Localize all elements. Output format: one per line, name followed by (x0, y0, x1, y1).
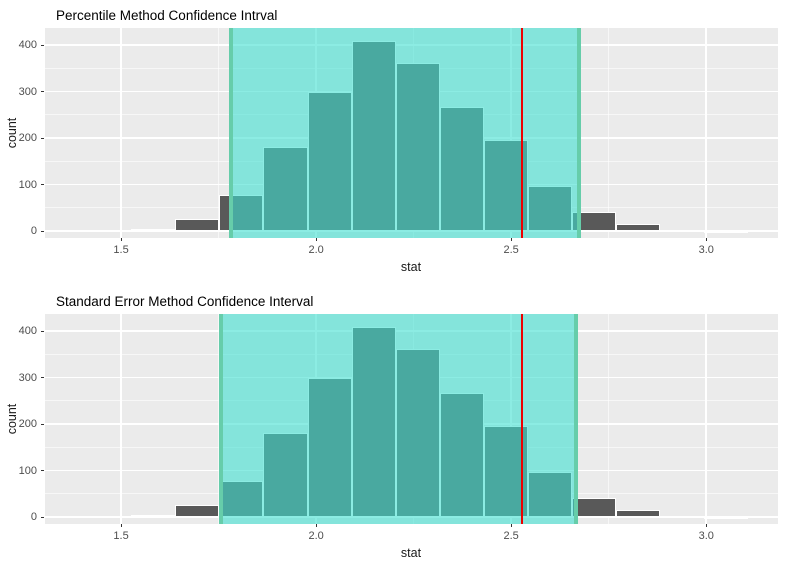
x-axis-tick-mark (315, 524, 317, 527)
y-axis-tick-mark (41, 230, 44, 232)
confidence-interval-lower-edge-line (229, 28, 234, 238)
grid-minor-vertical (608, 28, 610, 238)
plot-panel (45, 28, 778, 238)
y-axis-tick-mark (41, 44, 44, 46)
y-axis-tick-label: 300 (18, 371, 37, 384)
y-axis-tick-label: 0 (30, 225, 37, 238)
histogram-bar (87, 230, 132, 233)
confidence-interval-lower-edge-line (219, 314, 224, 524)
x-axis-tick-label: 2.0 (308, 530, 324, 542)
y-axis-tick-label: 0 (30, 511, 37, 524)
x-axis-title: stat (400, 546, 422, 560)
y-axis-tick-label: 200 (18, 418, 37, 431)
x-axis-tick-mark (705, 238, 707, 241)
x-axis-tick-mark (120, 238, 122, 241)
y-axis-tick-label: 400 (18, 39, 37, 52)
histogram-bar (616, 510, 661, 518)
histogram-bar (131, 514, 176, 518)
x-axis-tick-label: 2.0 (308, 244, 324, 256)
grid-minor-vertical (218, 28, 220, 238)
plot-title: Percentile Method Confidence Intrval (56, 8, 278, 23)
histogram-bar (175, 505, 220, 518)
confidence-interval-region (231, 28, 579, 238)
confidence-interval-upper-edge-line (573, 314, 578, 524)
y-axis-tick-mark (41, 330, 44, 332)
y-axis-tick-mark (41, 184, 44, 186)
y-axis-tick-mark (41, 91, 44, 93)
y-axis-tick-label: 200 (18, 132, 37, 145)
histogram-bar (131, 228, 176, 232)
grid-major-vertical (120, 28, 122, 238)
x-axis-tick-mark (705, 524, 707, 527)
x-axis-tick-mark (510, 524, 512, 527)
histogram-bar (660, 515, 705, 518)
histogram-bar (616, 224, 661, 232)
y-axis-tick-mark (41, 377, 44, 379)
x-axis-tick-label: 3.0 (698, 530, 714, 542)
histogram-bar (572, 497, 617, 518)
x-axis-tick-mark (315, 238, 317, 241)
y-axis-tick-label: 100 (18, 464, 37, 477)
x-axis-tick-label: 1.5 (113, 244, 129, 256)
grid-major-vertical (120, 314, 122, 524)
y-axis-tick-mark (41, 137, 44, 139)
x-axis-tick-label: 1.5 (113, 530, 129, 542)
x-axis-tick-label: 2.5 (503, 244, 519, 256)
histogram-bar (704, 516, 749, 519)
y-axis-tick-label: 300 (18, 85, 37, 98)
histogram-bar (87, 516, 132, 519)
grid-major-vertical (705, 314, 707, 524)
plot-percentile-method: Percentile Method Confidence Intrval cou… (5, 8, 778, 274)
y-axis-tick-mark (41, 470, 44, 472)
x-axis-title: stat (400, 260, 422, 274)
grid-minor-vertical (218, 314, 220, 524)
histogram-bar (660, 229, 705, 232)
plot-title: Standard Error Method Confidence Interva… (56, 294, 314, 309)
y-axis-tick-mark (41, 516, 44, 518)
histogram-bar (175, 219, 220, 232)
plot-standard-error-method: Standard Error Method Confidence Interva… (0, 286, 786, 572)
grid-major-vertical (705, 28, 707, 238)
x-axis-tick-label: 2.5 (503, 530, 519, 542)
y-axis-tick-mark (41, 423, 44, 425)
plot-panel (45, 314, 778, 524)
x-axis-tick-mark (120, 524, 122, 527)
confidence-interval-region (221, 314, 576, 524)
histogram-bar (704, 230, 749, 233)
y-axis-tick-label: 400 (18, 325, 37, 338)
x-axis-tick-label: 3.0 (698, 244, 714, 256)
x-axis-tick-mark (510, 238, 512, 241)
observed-stat-line (521, 28, 524, 238)
observed-stat-line (521, 314, 524, 524)
confidence-interval-upper-edge-line (576, 28, 581, 238)
grid-minor-vertical (608, 314, 610, 524)
y-axis-tick-label: 100 (18, 178, 37, 191)
